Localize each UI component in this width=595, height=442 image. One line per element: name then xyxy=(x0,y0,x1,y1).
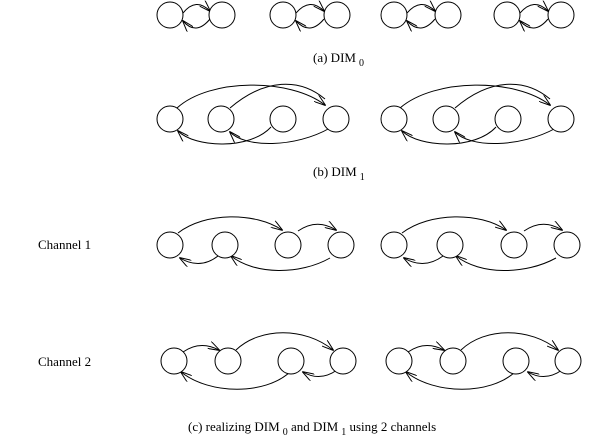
node xyxy=(434,1,462,29)
arc xyxy=(454,83,551,109)
node xyxy=(160,347,188,375)
arc xyxy=(456,256,557,271)
node xyxy=(385,347,413,375)
dim1-group-1 xyxy=(156,83,350,145)
arc xyxy=(229,83,326,109)
node xyxy=(322,105,350,133)
caption-a: (a) DIM 0 xyxy=(313,50,364,69)
dim0-pair-3 xyxy=(380,1,462,29)
channel2-group-1 xyxy=(160,332,357,390)
node xyxy=(500,231,528,259)
arc xyxy=(303,369,338,377)
arc xyxy=(402,126,497,145)
node xyxy=(502,347,530,375)
node xyxy=(207,105,235,133)
node xyxy=(439,347,467,375)
arc xyxy=(460,332,558,350)
dim0-pair-2 xyxy=(269,1,351,29)
channel2-group-2 xyxy=(385,332,582,390)
node xyxy=(277,347,305,375)
node xyxy=(547,105,575,133)
arc xyxy=(235,332,333,350)
channel-1-label: Channel 1 xyxy=(38,237,91,252)
arc xyxy=(181,372,291,390)
arc xyxy=(528,369,563,377)
node xyxy=(380,231,408,259)
node xyxy=(156,231,184,259)
arc xyxy=(407,345,444,353)
dim1-diagram xyxy=(156,83,575,145)
node xyxy=(208,1,236,29)
caption-c: (c) realizing DIM 0 and DIM 1 using 2 chan… xyxy=(188,419,436,438)
caption-b: (b) DIM 1 xyxy=(313,164,365,183)
arc xyxy=(520,18,549,28)
arc xyxy=(180,255,219,264)
arc xyxy=(182,345,219,353)
channel2-diagram xyxy=(160,332,582,390)
node xyxy=(156,105,184,133)
arc xyxy=(406,372,516,390)
node xyxy=(269,1,297,29)
arc xyxy=(455,127,557,145)
node xyxy=(553,231,581,259)
arc xyxy=(401,216,506,234)
arc xyxy=(407,18,436,28)
arc xyxy=(404,255,444,264)
arc xyxy=(523,224,562,232)
node xyxy=(327,231,355,259)
channel1-diagram xyxy=(156,216,581,271)
arc xyxy=(296,18,325,28)
arc xyxy=(295,4,324,14)
dim0-pair-1 xyxy=(156,1,236,29)
channel1-group-2 xyxy=(380,216,581,271)
dim1-group-2 xyxy=(380,83,575,145)
channel1-group-1 xyxy=(156,216,355,271)
arc xyxy=(178,126,272,145)
arc xyxy=(183,18,211,28)
node xyxy=(380,105,408,133)
node xyxy=(380,1,408,29)
arc xyxy=(230,127,331,145)
arc xyxy=(297,224,336,232)
arc xyxy=(399,84,550,109)
node xyxy=(214,347,242,375)
dim0-diagram xyxy=(156,1,575,29)
arc xyxy=(177,216,282,234)
node xyxy=(436,231,464,259)
node xyxy=(494,105,522,133)
arc xyxy=(176,84,325,109)
dim0-pair-4 xyxy=(493,1,575,29)
node xyxy=(554,347,582,375)
node xyxy=(323,1,351,29)
node xyxy=(269,105,297,133)
node xyxy=(211,231,239,259)
node xyxy=(156,1,184,29)
arc xyxy=(182,4,210,14)
arc xyxy=(519,4,548,14)
channel-2-label: Channel 2 xyxy=(38,354,91,369)
node xyxy=(432,105,460,133)
arc xyxy=(406,4,435,14)
node xyxy=(274,231,302,259)
node xyxy=(547,1,575,29)
node xyxy=(493,1,521,29)
arc xyxy=(231,256,331,271)
node xyxy=(329,347,357,375)
